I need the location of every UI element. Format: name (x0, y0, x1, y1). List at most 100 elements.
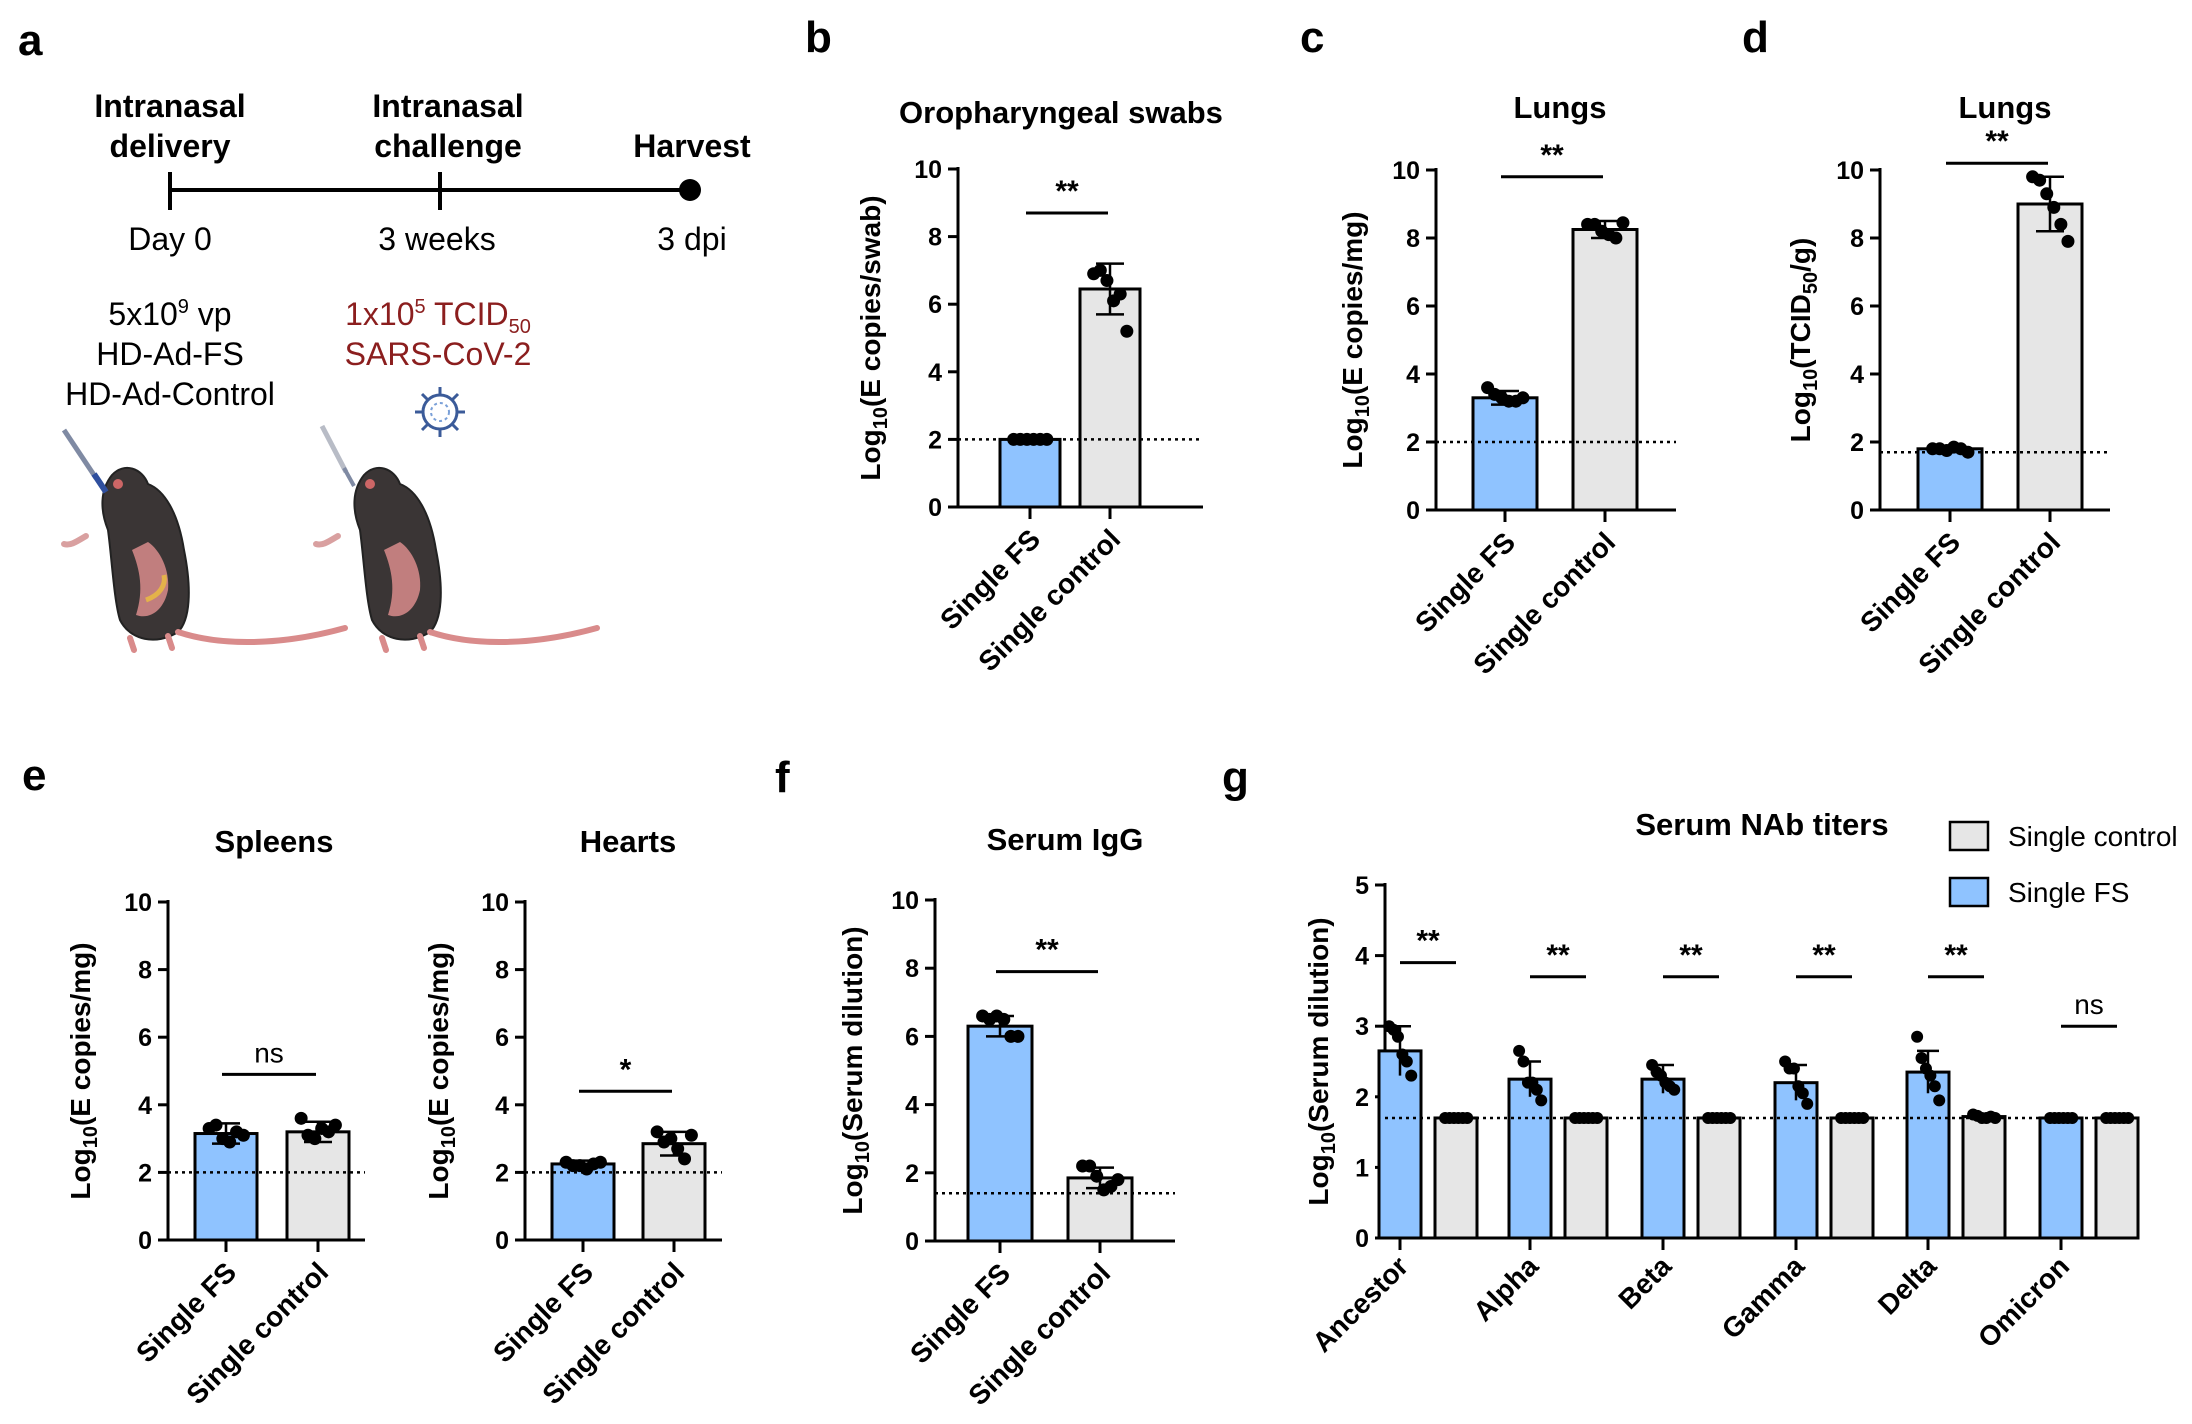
data-point (294, 1111, 308, 1125)
data-point (1391, 1030, 1404, 1043)
panel-label-b: b (805, 13, 832, 62)
data-point (328, 1118, 342, 1132)
y-tick-label: 6 (138, 1024, 152, 1052)
data-point (1100, 274, 1114, 288)
panel-label-e: e (22, 751, 46, 800)
timeline-label-challenge-1: Intranasal (372, 88, 523, 124)
y-tick-label: 10 (124, 889, 152, 917)
y-tick-label: 4 (928, 359, 942, 387)
data-point (2033, 173, 2047, 187)
bar-fs-beta (1640, 1077, 1686, 1240)
panel-label-f: f (775, 753, 790, 802)
bar-single-fs (1916, 447, 1984, 512)
timeline-label-delivery-1: Intranasal (94, 88, 245, 124)
y-tick-label: 2 (928, 426, 942, 454)
chart-title: Hearts (580, 824, 677, 859)
y-tick-label: 0 (1355, 1225, 1369, 1253)
y-tick-label: 4 (495, 1092, 509, 1120)
y-tick-label: 10 (481, 889, 509, 917)
data-point (1787, 1062, 1800, 1075)
y-tick-label: 0 (1406, 497, 1420, 525)
significance-label: ** (1985, 125, 2009, 158)
data-point (1090, 1169, 1104, 1183)
timeline-label-harvest: Harvest (633, 128, 751, 164)
y-tick-label: 2 (905, 1160, 919, 1188)
y-tick-label: 0 (138, 1227, 152, 1255)
y-tick-label: 2 (1355, 1084, 1369, 1112)
chart-title: Serum NAb titers (1635, 807, 1888, 842)
data-point (997, 1012, 1011, 1026)
x-tick-label: Alpha (1467, 1250, 1544, 1327)
significance-label: ** (1812, 939, 1836, 972)
bar-control-ancestor (1433, 1116, 1479, 1240)
significance-label: ** (1055, 175, 1079, 208)
y-tick-label: 8 (1850, 225, 1864, 253)
panel-label-a: a (18, 16, 43, 65)
y-tick-label: 8 (1406, 225, 1420, 253)
delivery-dose: 5x109 vp (108, 296, 231, 332)
x-tick-label: Gamma (1716, 1250, 1811, 1345)
significance-label: ** (1546, 939, 1570, 972)
significance-label: ** (1416, 925, 1440, 958)
timeline-endpoint (679, 179, 701, 201)
legend: Single control Single FS (1948, 820, 2178, 908)
data-point (1083, 1159, 1097, 1173)
y-tick-label: 4 (138, 1092, 152, 1120)
y-tick-label: 5 (1355, 872, 1369, 900)
significance-label: ** (1035, 934, 1059, 967)
data-point (308, 1132, 322, 1146)
data-point (236, 1128, 250, 1142)
data-point (2047, 200, 2061, 214)
legend-label-fs: Single FS (2008, 877, 2129, 908)
challenge-dose: 1x105 TCID50 (345, 296, 531, 338)
panel-label-g: g (1222, 753, 1249, 802)
timeline-label-challenge-2: challenge (374, 128, 522, 164)
data-point (1928, 1080, 1941, 1093)
panel-label-c: c (1300, 13, 1324, 62)
data-point (1616, 216, 1630, 230)
chart-g: g Serum NAb titers 0 1 2 3 4 5 Log10(Serum dilut… (1222, 753, 2178, 1358)
y-tick-label: 2 (1406, 429, 1420, 457)
y-axis-label: Log10(E copies/mg) (65, 942, 102, 1199)
bar-single-fs (998, 437, 1062, 509)
y-tick-label: 10 (891, 887, 919, 915)
significance-label: ** (1944, 939, 1968, 972)
y-tick-label: 10 (914, 156, 942, 184)
y-axis-label: Log10(E copies/mg) (423, 942, 460, 1199)
challenge-virus: SARS-CoV-2 (345, 336, 532, 372)
data-point (1933, 1094, 1946, 1107)
delivery-vector-control: HD-Ad-Control (65, 376, 275, 412)
bar-single-control (1571, 228, 1639, 512)
chart-title: Spleens (215, 824, 334, 859)
y-axis-label: Log10(E copies/mg) (1337, 211, 1374, 468)
y-tick-label: 1 (1355, 1154, 1369, 1182)
bar-control-delta (1961, 1115, 2007, 1240)
legend-swatch-fs (1948, 876, 1990, 908)
pipette-icon (61, 428, 109, 494)
y-axis-label: Log10(Serum dilution) (837, 926, 874, 1214)
chart-title: Lungs (1959, 90, 2052, 125)
bar-control-alpha (1563, 1116, 1609, 1240)
timeline-label-delivery-2: delivery (110, 128, 231, 164)
data-point (1093, 263, 1107, 277)
data-point (1111, 1173, 1125, 1187)
y-tick-label: 8 (495, 957, 509, 985)
y-tick-label: 0 (495, 1227, 509, 1255)
bar-fs-omicron (2038, 1116, 2084, 1240)
y-tick-label: 6 (905, 1023, 919, 1051)
data-point (1801, 1097, 1814, 1110)
data-point (1796, 1087, 1809, 1100)
y-axis-label: Log10(TCID50/g) (1785, 238, 1822, 443)
delivery-vector-fs: HD-Ad-FS (96, 336, 244, 372)
y-tick-label: 8 (138, 957, 152, 985)
panel-label-d: d (1742, 13, 1769, 62)
virus-icon (415, 387, 465, 437)
x-tick-label: Beta (1612, 1250, 1677, 1315)
y-tick-label: 0 (1850, 497, 1864, 525)
significance-label: ns (254, 1037, 284, 1068)
data-point (1609, 231, 1623, 245)
